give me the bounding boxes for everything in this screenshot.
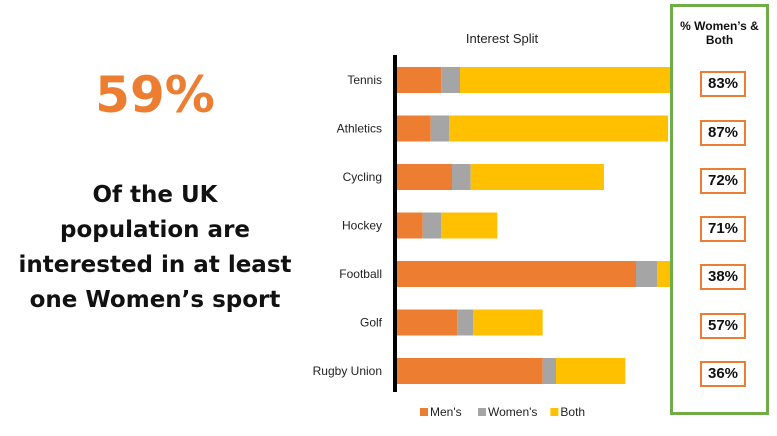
legend-label: Men's	[430, 405, 462, 419]
percent-box: 83%	[700, 71, 746, 97]
headline-line: Of the UK	[92, 182, 218, 208]
headline-percent: 59%	[95, 66, 215, 124]
headline-text: Of the UK population are interested in a…	[10, 178, 300, 318]
percent-box: 87%	[700, 120, 746, 146]
category-label: Rugby Union	[313, 364, 382, 378]
bar-segment	[636, 261, 658, 287]
headline-line: one Women’s sport	[29, 287, 281, 313]
legend-label: Women's	[488, 405, 537, 419]
panel-title: % Women’s & Both	[673, 19, 766, 47]
bar-segment	[396, 358, 543, 384]
bar-segment	[449, 115, 668, 142]
bar-segment	[457, 309, 474, 336]
bar-segment	[460, 67, 670, 93]
women-both-panel: % Women’s & Both 83% 87% 72% 71% 38% 57%…	[670, 4, 769, 415]
category-label: Hockey	[342, 219, 382, 233]
interest-split-chart: Interest Split Tennis Athletics Cycling Hock…	[313, 31, 670, 419]
category-label: Athletics	[337, 122, 382, 136]
headline-line: population are	[59, 217, 251, 243]
category-label: Tennis	[347, 73, 382, 87]
bar-segment	[473, 309, 543, 336]
percent-box: 38%	[700, 264, 746, 290]
legend-swatch	[550, 408, 559, 416]
bar-segment	[396, 67, 442, 93]
chart-title: Interest Split	[466, 31, 539, 46]
legend-swatch	[478, 408, 486, 416]
category-label: Golf	[360, 316, 383, 330]
category-label: Cycling	[343, 170, 382, 184]
percent-box: 71%	[700, 216, 746, 242]
category-label: Football	[339, 267, 382, 281]
headline-line: interested in at least	[18, 252, 292, 278]
bar-segment	[556, 358, 626, 384]
bar-segment	[657, 261, 670, 287]
panel-title-line: % Women’s &	[680, 19, 759, 33]
legend-label: Both	[560, 405, 585, 419]
panel-title-line: Both	[705, 33, 734, 47]
bar-segment	[441, 67, 460, 93]
bar-segment	[542, 358, 556, 384]
bar-segment	[441, 212, 498, 239]
percent-box: 57%	[700, 313, 746, 339]
bar-segment	[452, 164, 471, 190]
bar-segment	[396, 309, 458, 336]
bar-segment	[396, 115, 431, 142]
bar-segment	[470, 164, 604, 190]
bar-segment	[396, 261, 636, 287]
legend-swatch	[420, 408, 428, 416]
bar-segment	[396, 212, 423, 239]
bar-segment	[396, 164, 452, 190]
bar-segment	[422, 212, 442, 239]
percent-box: 72%	[700, 168, 746, 194]
percent-box: 36%	[700, 361, 746, 387]
bar-segment	[430, 115, 450, 142]
